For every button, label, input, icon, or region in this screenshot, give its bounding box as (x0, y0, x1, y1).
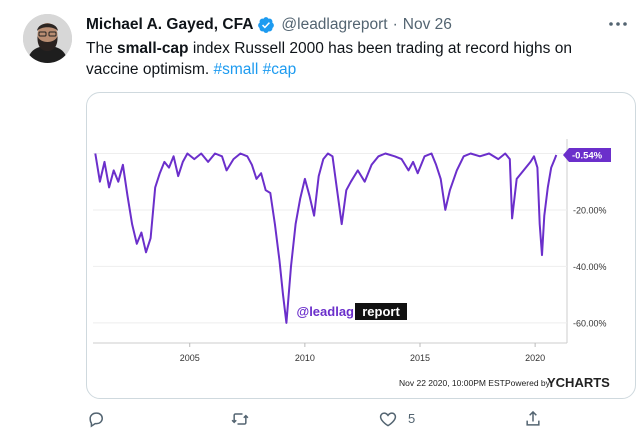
x-tick-label: 2015 (410, 353, 430, 363)
like-count: 5 (408, 411, 416, 426)
series-line (94, 152, 558, 324)
text-post: index Russell 2000 has been trading at r… (86, 40, 572, 78)
y-tick-label: -60.00% (573, 318, 607, 328)
verified-badge-icon (258, 17, 275, 33)
more-horizontal-icon[interactable] (606, 14, 630, 34)
avatar[interactable] (23, 14, 72, 63)
action-bar: 5 (0, 401, 640, 435)
last-value-label: -0.54% (563, 147, 611, 162)
author-handle[interactable]: @leadlagreport (281, 16, 388, 33)
y-tick-label: -20.00% (573, 205, 607, 215)
x-tick-labels: 2005 2010 2015 2020 (180, 353, 545, 363)
watermark-at: @leadlag (297, 304, 355, 319)
x-tick-label: 2020 (525, 353, 545, 363)
watermark-report: report (362, 304, 400, 319)
y-tick-labels: 0.00%-20.00%-40.00%-60.00% (573, 149, 607, 328)
separator-dot: · (392, 16, 398, 33)
last-value-badge (563, 147, 611, 162)
y-tick-label: -40.00% (573, 262, 607, 272)
x-tick-label: 2010 (295, 353, 315, 363)
tweet-header: Michael A. Gayed, CFA @leadlagreport · N… (86, 14, 452, 36)
heart-icon[interactable] (378, 409, 398, 429)
author-name[interactable]: Michael A. Gayed, CFA (86, 16, 254, 33)
share-icon[interactable] (523, 409, 543, 429)
chart-timestamp: Nov 22 2020, 10:00PM EST. (399, 378, 506, 388)
text-bold: small-cap (117, 40, 189, 57)
watermark-report-bg (355, 303, 407, 320)
retweet-icon[interactable] (230, 409, 250, 429)
x-tick-label: 2005 (180, 353, 200, 363)
tweet-date[interactable]: Nov 26 (402, 16, 452, 33)
reply-icon[interactable] (86, 409, 106, 429)
text-pre: The (86, 40, 118, 57)
last-value-text: -0.54% (572, 150, 603, 161)
hashtag-cap[interactable]: #cap (262, 61, 297, 78)
tweet-text: The small-cap index Russell 2000 has bee… (86, 38, 626, 80)
ycharts-logo: YCHARTS (547, 375, 610, 390)
powered-by: Powered by (505, 378, 551, 388)
watermark: @leadlag report (297, 303, 407, 320)
hashtag-small[interactable]: #small (213, 61, 259, 78)
